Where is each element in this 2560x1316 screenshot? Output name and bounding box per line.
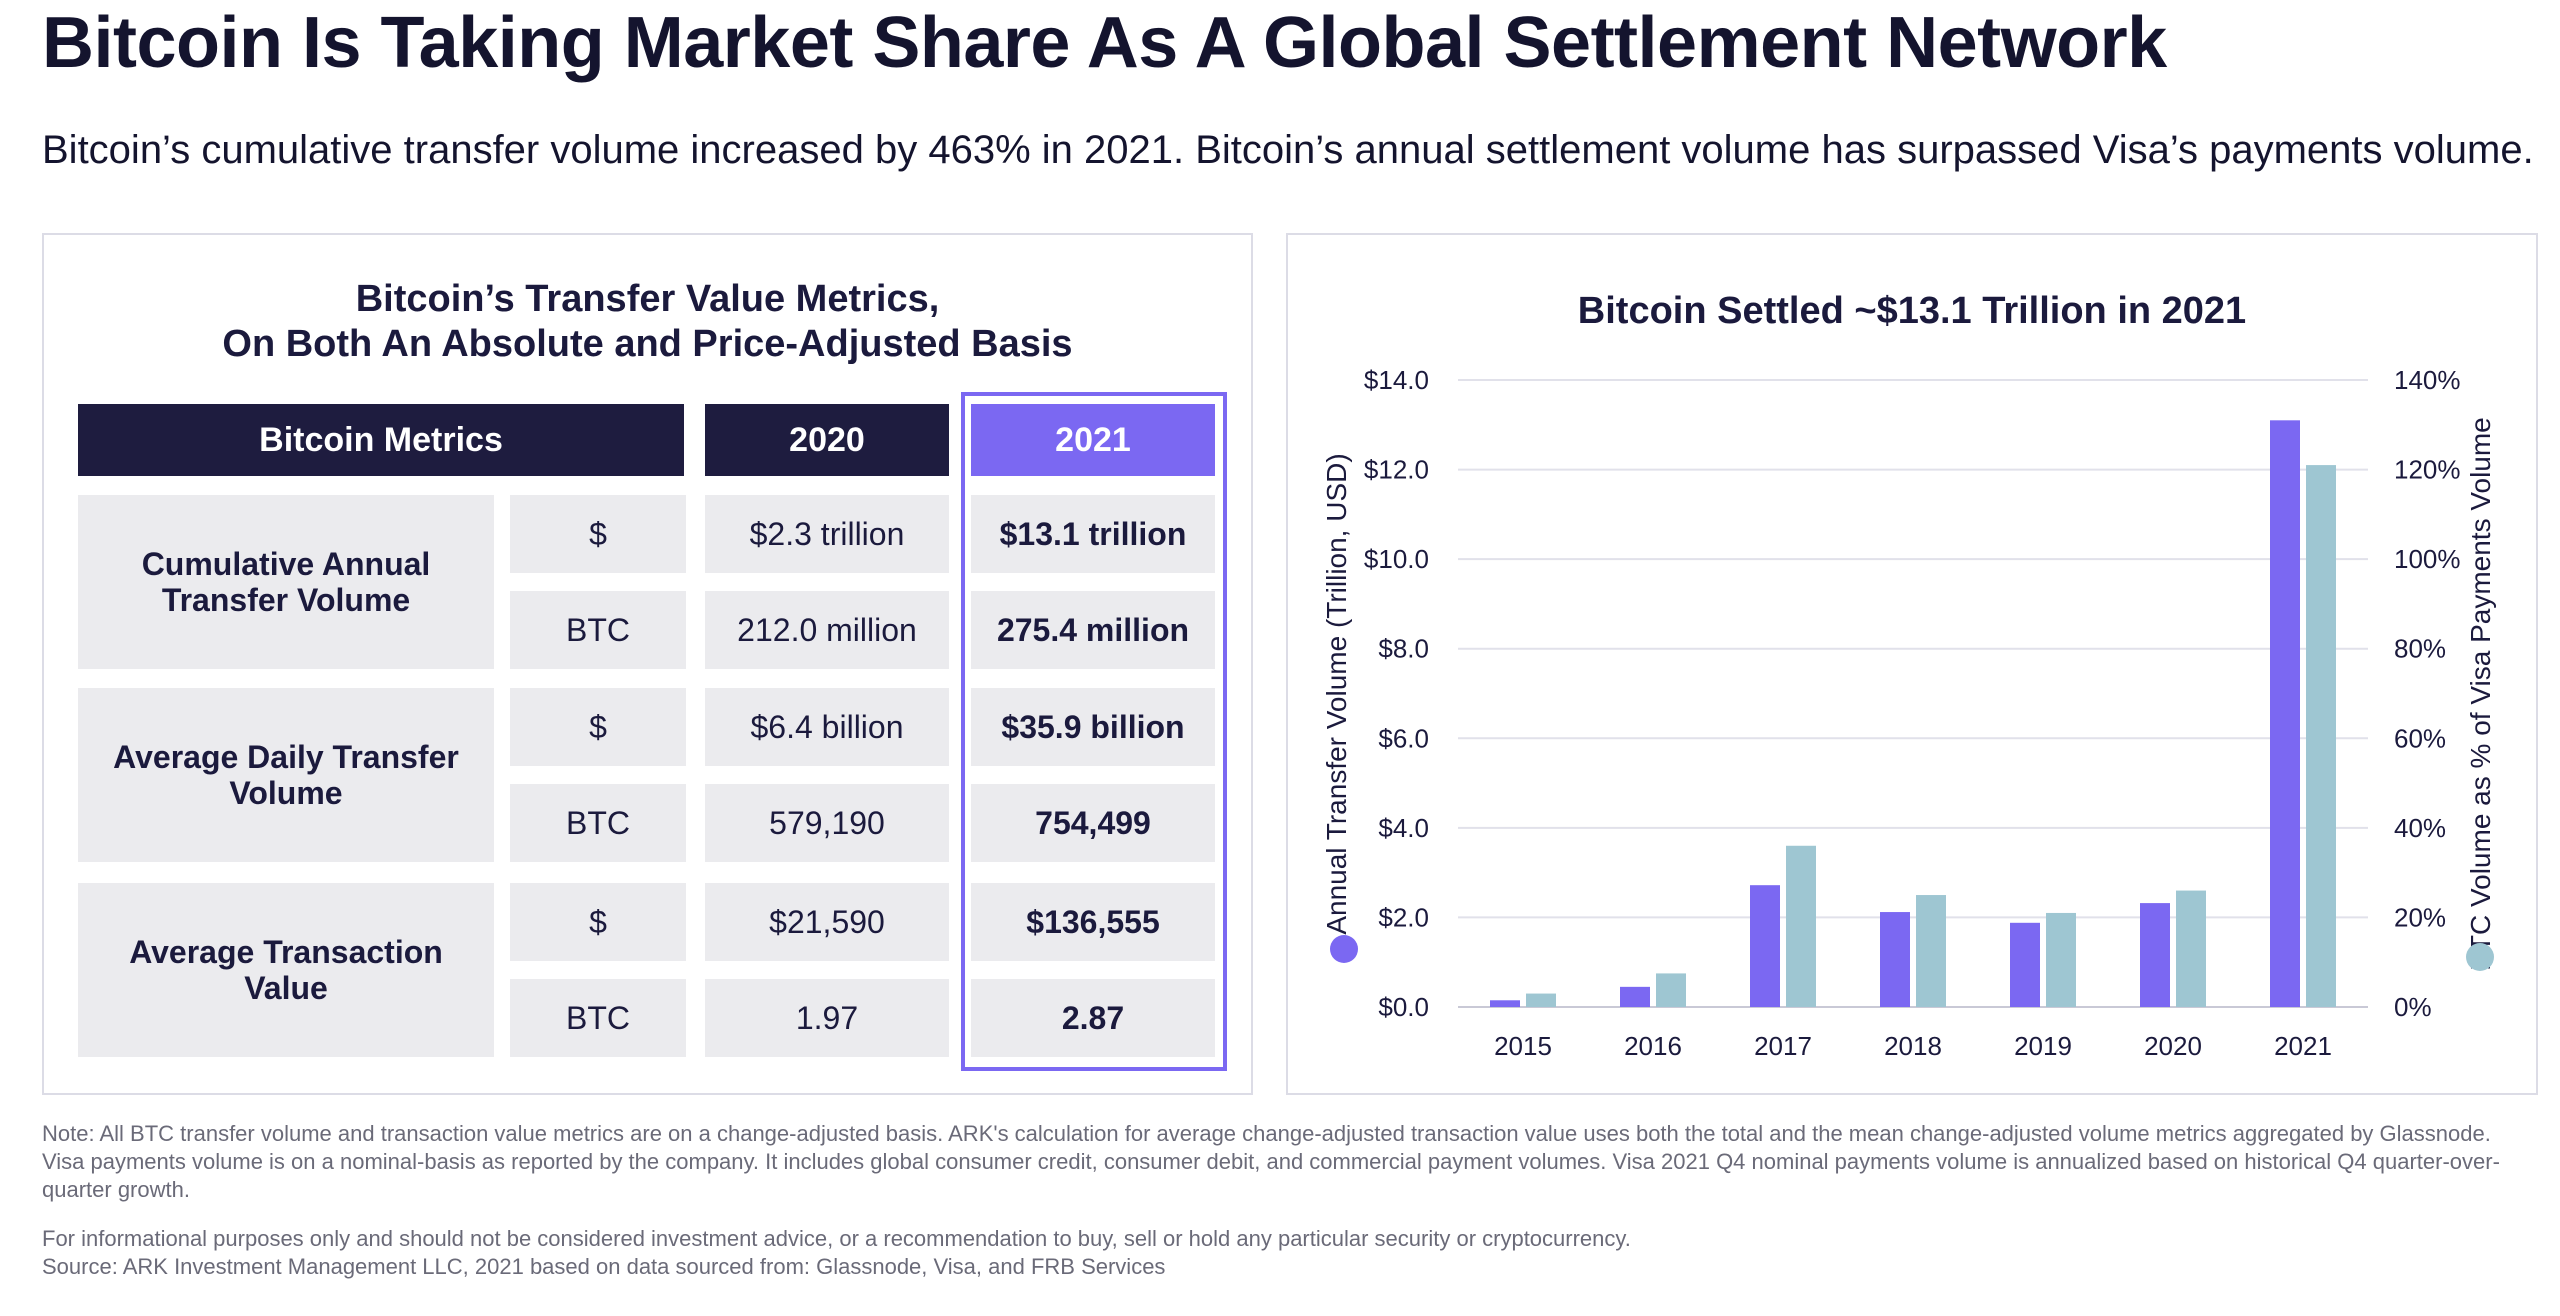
- bar-transfer-volume: [2140, 903, 2170, 1007]
- y2-tick-label: 0%: [2394, 992, 2432, 1022]
- metrics-table-panel: Bitcoin’s Transfer Value Metrics, On Bot…: [42, 233, 1253, 1095]
- x-tick-label: 2021: [2274, 1031, 2332, 1061]
- metric-label-average-daily-transfer-volume: Average Daily Transfer Volume: [78, 688, 494, 862]
- y2-tick-label: 80%: [2394, 634, 2446, 664]
- bar-visa-pct: [2046, 912, 2076, 1007]
- value-2020-cell: $2.3 trillion: [705, 495, 949, 573]
- bar-transfer-volume: [1880, 912, 1910, 1007]
- value-2021-cell: $35.9 billion: [971, 688, 1215, 766]
- bar-transfer-volume: [2270, 420, 2300, 1007]
- bar-chart: $0.0 0% $2.0 20% $4.0 40% $6.0 60% $8.0 80% $10.0 1…: [1321, 365, 2496, 1061]
- highlight-2021-frame: [961, 392, 1227, 1071]
- y-tick-label: $14.0: [1364, 365, 1429, 395]
- header-bitcoin-metrics: Bitcoin Metrics: [78, 404, 684, 476]
- page-subtitle: Bitcoin’s cumulative transfer volume inc…: [42, 128, 2534, 172]
- header-2020: 2020: [705, 404, 949, 476]
- legend-dot-visa-pct: [2466, 943, 2494, 971]
- unit-cell: BTC: [510, 591, 686, 669]
- unit-cell: BTC: [510, 979, 686, 1057]
- bar-transfer-volume: [1620, 986, 1650, 1007]
- y-tick-label: $2.0: [1378, 902, 1429, 932]
- bar-transfer-volume: [2010, 922, 2040, 1007]
- x-tick-label: 2015: [1494, 1031, 1552, 1061]
- y2-tick-label: 40%: [2394, 813, 2446, 843]
- legend-dot-transfer-volume: [1330, 935, 1358, 963]
- table-title: Bitcoin’s Transfer Value Metrics, On Bot…: [44, 277, 1251, 367]
- value-2021-cell: 754,499: [971, 784, 1215, 862]
- footnote-source: Source: ARK Investment Management LLC, 2…: [42, 1254, 1166, 1279]
- y2-tick-label: 20%: [2394, 902, 2446, 932]
- bar-transfer-volume: [1750, 885, 1780, 1007]
- chart-title: Bitcoin Settled ~$13.1 Trillion in 2021: [1577, 290, 2247, 332]
- x-tick-label: 2019: [2014, 1031, 2072, 1061]
- bar-visa-pct: [1526, 993, 1556, 1007]
- y-tick-label: $6.0: [1378, 723, 1429, 753]
- y2-tick-label: 100%: [2394, 544, 2461, 574]
- bar-transfer-volume: [1490, 1000, 1520, 1007]
- bar-visa-pct: [1656, 973, 1686, 1007]
- metric-label-average-transaction-value: Average Transaction Value: [78, 883, 494, 1057]
- y-axis-title: Annual Transfer Volume (Trillion, USD): [1321, 453, 1352, 934]
- header-2021: 2021: [971, 404, 1215, 476]
- bar-visa-pct: [2306, 465, 2336, 1007]
- y-tick-label: $0.0: [1378, 992, 1429, 1022]
- y-tick-label: $12.0: [1364, 455, 1429, 485]
- unit-cell: $: [510, 495, 686, 573]
- x-tick-label: 2016: [1624, 1031, 1682, 1061]
- unit-cell: $: [510, 883, 686, 961]
- bar-visa-pct: [1786, 845, 1816, 1007]
- value-2021-cell: 275.4 million: [971, 591, 1215, 669]
- value-2021-cell: $13.1 trillion: [971, 495, 1215, 573]
- chart-panel: Bitcoin Settled ~$13.1 Trillion in 2021 …: [1286, 233, 2538, 1095]
- value-2020-cell: $21,590: [705, 883, 949, 961]
- y-tick-label: $8.0: [1378, 634, 1429, 664]
- value-2020-cell: $6.4 billion: [705, 688, 949, 766]
- value-2021-cell: 2.87: [971, 979, 1215, 1057]
- page-title: Bitcoin Is Taking Market Share As A Glob…: [42, 3, 2167, 83]
- y2-tick-label: 60%: [2394, 723, 2446, 753]
- value-2020-cell: 1.97: [705, 979, 949, 1057]
- y2-axis-title: BTC Volume as % of Visa Payments Volume: [2465, 417, 2496, 971]
- x-tick-label: 2017: [1754, 1031, 1812, 1061]
- y2-tick-label: 120%: [2394, 455, 2461, 485]
- bar-visa-pct: [1916, 895, 1946, 1007]
- table-title-line1: Bitcoin’s Transfer Value Metrics,: [355, 278, 940, 320]
- unit-cell: $: [510, 688, 686, 766]
- value-2020-cell: 212.0 million: [705, 591, 949, 669]
- value-2021-cell: $136,555: [971, 883, 1215, 961]
- footnote-disclaimer: For informational purposes only and shou…: [42, 1226, 1631, 1251]
- table-title-line2: On Both An Absolute and Price-Adjusted B…: [222, 323, 1073, 365]
- value-2020-cell: 579,190: [705, 784, 949, 862]
- x-tick-label: 2020: [2144, 1031, 2202, 1061]
- unit-cell: BTC: [510, 784, 686, 862]
- bar-visa-pct: [2176, 890, 2206, 1007]
- x-tick-label: 2018: [1884, 1031, 1942, 1061]
- y-tick-label: $4.0: [1378, 813, 1429, 843]
- y2-tick-label: 140%: [2394, 365, 2461, 395]
- metric-label-cumulative-annual-transfer-volume: Cumulative Annual Transfer Volume: [78, 495, 494, 669]
- y-tick-label: $10.0: [1364, 544, 1429, 574]
- footnote-note: Note: All BTC transfer volume and transa…: [42, 1121, 2500, 1202]
